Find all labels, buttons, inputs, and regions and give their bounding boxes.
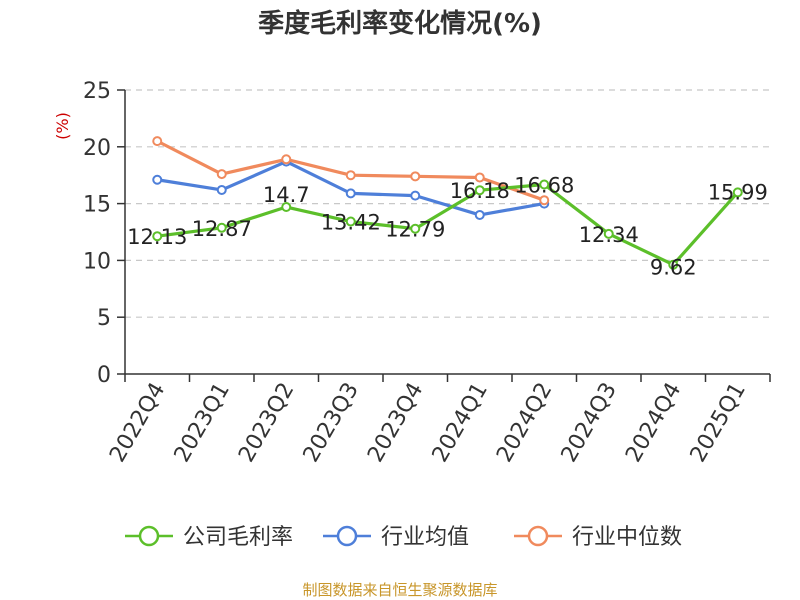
data-point (216, 184, 227, 195)
legend-marker (138, 525, 160, 547)
y-tick-label: 15 (83, 193, 111, 218)
data-point (410, 171, 421, 182)
data-label: 12.13 (127, 225, 187, 249)
legend-marker (527, 525, 549, 547)
data-label: 16.68 (514, 174, 574, 198)
data-point (152, 136, 163, 147)
data-point (281, 202, 292, 213)
x-tick-label: 2023Q4 (363, 379, 428, 467)
data-label: 12.87 (192, 217, 252, 241)
legend-item: 行业均值 (323, 525, 469, 550)
y-tick-label: 5 (97, 306, 111, 331)
chart-title: 季度毛利率变化情况(%) (258, 8, 542, 39)
x-tick-label: 2023Q2 (234, 379, 299, 467)
data-point (345, 188, 356, 199)
y-tick-label: 10 (83, 249, 111, 274)
y-tick-label: 20 (83, 136, 111, 161)
data-point (539, 195, 550, 206)
x-tick-label: 2022Q4 (105, 379, 170, 467)
data-point (345, 216, 356, 227)
data-label: 15.99 (708, 180, 768, 204)
legend-item: 公司毛利率 (125, 525, 293, 550)
data-point (539, 179, 550, 190)
legend-marker (336, 525, 358, 547)
series-line (157, 182, 739, 267)
data-point (281, 154, 292, 165)
x-tick-label: 2025Q1 (686, 379, 751, 467)
y-tick-label: 25 (83, 79, 111, 104)
y-tick-label: 0 (97, 363, 111, 388)
data-label: 14.7 (263, 183, 310, 207)
data-point (152, 231, 163, 242)
series-layer (152, 136, 743, 270)
data-label: 16.18 (450, 179, 510, 203)
data-point (603, 228, 614, 239)
x-tick-label: 2024Q1 (428, 379, 493, 467)
x-tick-label: 2024Q2 (492, 379, 557, 467)
data-point (474, 172, 485, 183)
data-point (732, 187, 743, 198)
data-point (474, 185, 485, 196)
data-point (410, 223, 421, 234)
data-point (345, 170, 356, 181)
legend-label: 公司毛利率 (183, 525, 293, 550)
x-tick-label: 2024Q4 (621, 379, 686, 467)
data-label: 9.62 (650, 256, 697, 280)
x-tick-label: 2024Q3 (557, 379, 622, 467)
data-label: 12.34 (579, 223, 639, 247)
x-tick-label: 2023Q3 (299, 379, 364, 467)
legend-label: 行业中位数 (572, 525, 682, 550)
data-point (152, 174, 163, 185)
y-axis-label: (%) (53, 112, 72, 140)
legend-label: 行业均值 (381, 525, 469, 550)
data-point (216, 222, 227, 233)
legend-item: 行业中位数 (514, 525, 682, 550)
data-point (668, 259, 679, 270)
data-label: 13.42 (321, 211, 381, 235)
data-point (410, 190, 421, 201)
data-label: 12.79 (385, 218, 445, 242)
legend: 公司毛利率 行业均值 行业中位数 (125, 525, 682, 550)
x-tick-label: 2023Q1 (170, 379, 235, 467)
source-note: 制图数据来自恒生聚源数据库 (302, 581, 497, 599)
data-point (216, 169, 227, 180)
grid-layer (125, 89, 770, 318)
data-point (474, 209, 485, 220)
